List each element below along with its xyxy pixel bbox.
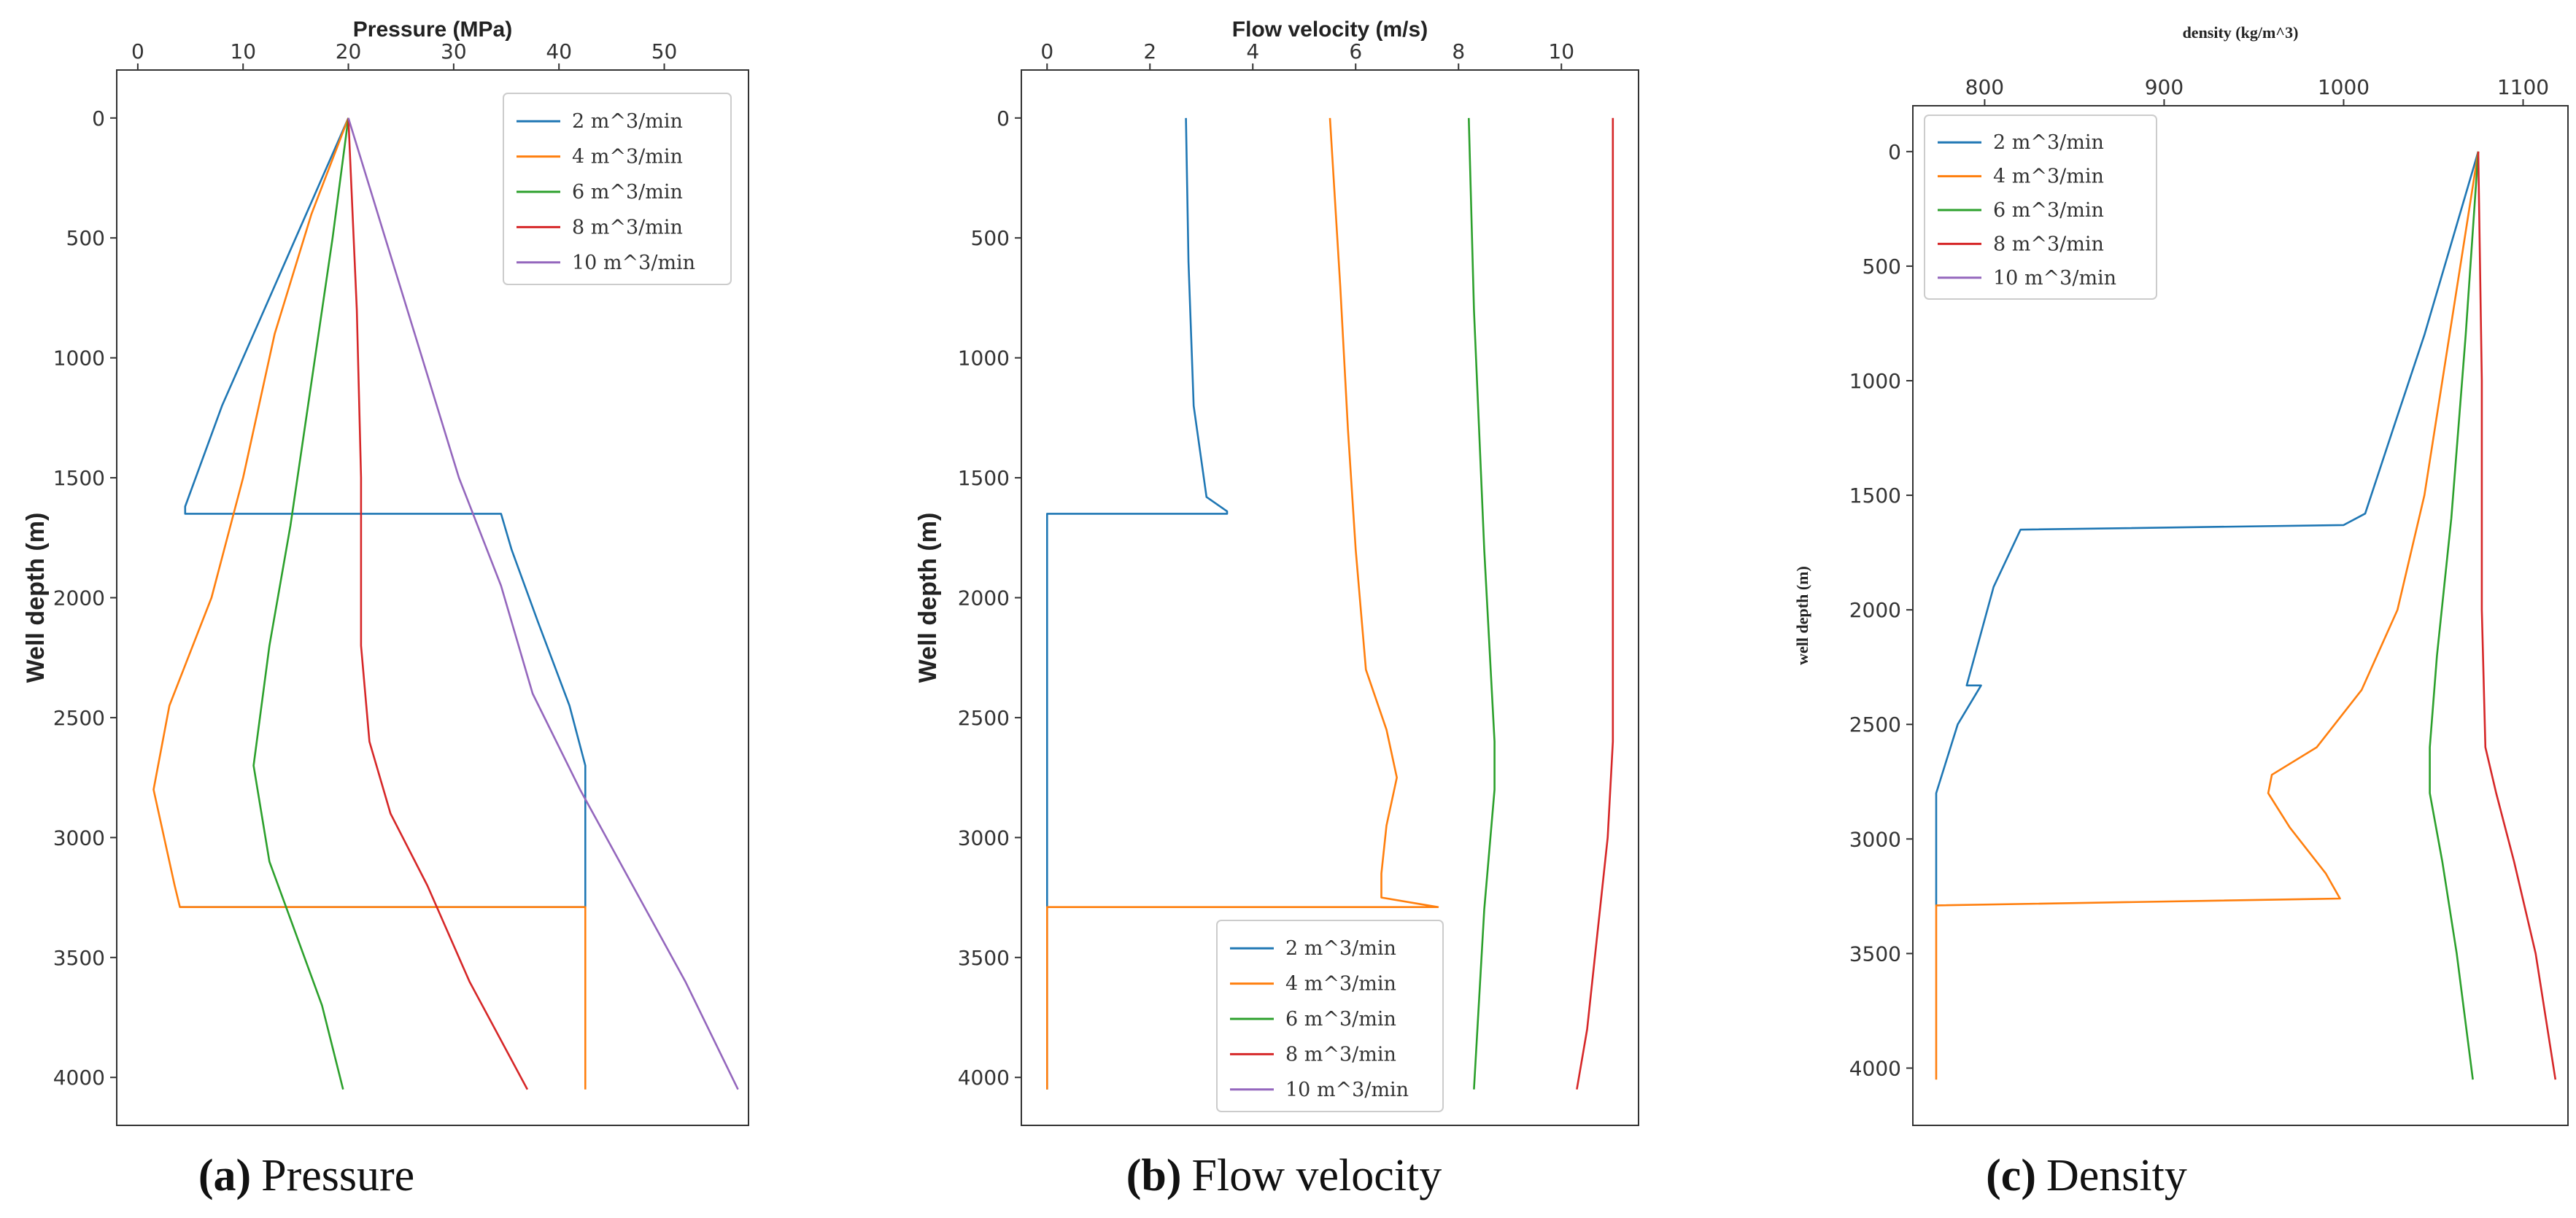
legend-label-4-m-3-min: 4 m^3/min <box>1993 166 2104 188</box>
legend-label-4-m-3-min: 4 m^3/min <box>1285 973 1396 996</box>
y-tick-label: 3500 <box>958 946 1010 970</box>
plot-frame <box>1912 105 2569 1126</box>
y-tick-label: 1500 <box>1849 484 1901 508</box>
y-tick-label: 4000 <box>958 1066 1010 1090</box>
y-tick-label: 3000 <box>1849 827 1901 851</box>
series-line-8-m-3-min <box>347 117 529 1090</box>
legend-label-6-m-3-min: 6 m^3/min <box>1285 1008 1396 1031</box>
legend-label-6-m-3-min: 6 m^3/min <box>572 181 683 203</box>
flow-velocity-chart: 0 2 4 6 8 10 0 500 1000 1500 2000 2500 3000 3500 4000 F… <box>914 18 1639 1126</box>
y-tick-label: 1500 <box>53 466 105 490</box>
legend-label-2-m-3-min: 2 m^3/min <box>1285 937 1396 960</box>
y-tick-label: 2500 <box>1849 713 1901 737</box>
x-tick-label: 800 <box>1965 75 2004 99</box>
density-chart: 800 900 1000 1100 0 500 1000 1500 2000 2500 3000 35… <box>1793 23 2569 1126</box>
x-tick-label: 4 <box>1246 39 1259 63</box>
y-tick-label: 2000 <box>958 586 1010 610</box>
series-line-10-m-3-min <box>347 117 739 1090</box>
x-axis-label: Pressure (MPa) <box>353 18 512 42</box>
panel-letter: (b) <box>1126 1151 1182 1200</box>
pressure-chart: 0 10 20 30 40 5005001000150020002500300035004… <box>22 18 749 1126</box>
x-tick-label: 0 <box>1040 39 1053 63</box>
x-axis-label: density (kg/m^3) <box>2183 23 2299 42</box>
x-tick-label: 900 <box>2145 75 2184 99</box>
x-tick-label: 30 <box>441 39 467 63</box>
series-line-4-m-3-min <box>1046 117 1439 1090</box>
panel-letter: (c) <box>1986 1151 2036 1200</box>
panel-caption-text: Flow velocity <box>1192 1151 1442 1200</box>
x-tick-label: 10 <box>230 39 256 63</box>
legend-label-4-m-3-min: 4 m^3/min <box>572 146 683 168</box>
y-tick-label: 3000 <box>958 826 1010 850</box>
y-tick-label: 4000 <box>1849 1056 1901 1080</box>
y-tick-label: 0 <box>1888 140 1901 164</box>
y-tick-label: 1000 <box>958 346 1010 371</box>
panel-letter: (a) <box>198 1151 251 1200</box>
x-tick-label: 8 <box>1452 39 1465 63</box>
x-tick-label: 2 <box>1143 39 1156 63</box>
series-line-8-m-3-min <box>2477 151 2557 1080</box>
panel-caption: (b) Flow velocity <box>1126 1151 1442 1200</box>
y-tick-label: 500 <box>1863 255 1901 279</box>
y-axis-label: well depth (m) <box>1793 566 1811 665</box>
series-line-2-m-3-min <box>1935 151 2480 906</box>
x-tick-label: 0 <box>131 39 144 63</box>
y-tick-label: 3000 <box>53 826 105 850</box>
legend-label-2-m-3-min: 2 m^3/min <box>1993 131 2104 154</box>
x-tick-label: 50 <box>651 39 678 63</box>
legend-label-10-m-3-min: 10 m^3/min <box>1285 1079 1409 1101</box>
y-tick-label: 500 <box>971 226 1010 250</box>
panel-caption: (c) Density <box>1986 1151 2187 1200</box>
panel-caption: (a) Pressure <box>198 1151 414 1200</box>
y-tick-label: 500 <box>66 226 105 250</box>
x-tick-label: 6 <box>1349 39 1362 63</box>
series-line-4-m-3-min <box>152 117 587 1090</box>
y-tick-label: 4000 <box>53 1066 105 1090</box>
series-line-8-m-3-min <box>1576 117 1614 1090</box>
legend-label-8-m-3-min: 8 m^3/min <box>572 216 683 238</box>
legend-label-10-m-3-min: 10 m^3/min <box>1993 267 2116 290</box>
y-tick-label: 0 <box>997 106 1010 131</box>
legend-box <box>1216 920 1444 1112</box>
legend-label-6-m-3-min: 6 m^3/min <box>1993 199 2104 222</box>
legend-label-8-m-3-min: 8 m^3/min <box>1993 233 2104 255</box>
legend-box <box>1924 115 2157 300</box>
panel-caption-text: Density <box>2046 1151 2187 1200</box>
y-axis-label: Well depth (m) <box>22 513 50 683</box>
series-line-6-m-3-min <box>252 117 349 1090</box>
legend-label-8-m-3-min: 8 m^3/min <box>1285 1043 1396 1066</box>
legend-label-2-m-3-min: 2 m^3/min <box>572 110 683 133</box>
y-tick-label: 2000 <box>53 586 105 610</box>
y-tick-label: 2500 <box>958 706 1010 730</box>
series-line-2-m-3-min <box>1046 117 1229 1090</box>
x-tick-label: 40 <box>546 39 572 63</box>
legend-box <box>503 93 732 285</box>
x-tick-label: 1000 <box>2318 75 2370 99</box>
x-axis-label: Flow velocity (m/s) <box>1232 18 1428 42</box>
y-tick-label: 1000 <box>1849 369 1901 393</box>
series-line-4-m-3-min <box>1935 151 2480 1080</box>
y-tick-label: 0 <box>92 106 105 131</box>
y-tick-label: 2500 <box>53 706 105 730</box>
series-line-6-m-3-min <box>2429 151 2480 1080</box>
series-line-2-m-3-min <box>179 117 587 908</box>
x-tick-label: 10 <box>1548 39 1574 63</box>
y-tick-label: 2000 <box>1849 598 1901 622</box>
x-tick-label: 1100 <box>2497 75 2549 99</box>
y-tick-label: 1500 <box>958 466 1010 490</box>
y-tick-label: 1000 <box>53 346 105 371</box>
legend-label-10-m-3-min: 10 m^3/min <box>572 252 695 274</box>
y-tick-label: 3500 <box>1849 942 1901 966</box>
x-tick-label: 20 <box>336 39 362 63</box>
panel-caption-text: Pressure <box>261 1151 414 1200</box>
series-line-6-m-3-min <box>1468 117 1496 1090</box>
y-axis-label: Well depth (m) <box>914 513 942 683</box>
y-tick-label: 3500 <box>53 946 105 970</box>
